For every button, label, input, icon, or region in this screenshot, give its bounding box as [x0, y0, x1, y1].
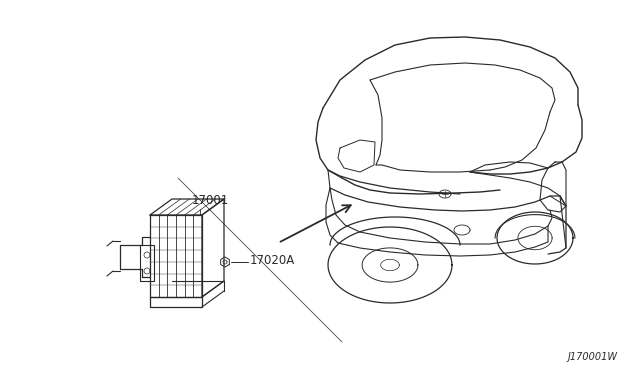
Text: 17001: 17001 — [192, 194, 229, 207]
Text: J170001W: J170001W — [568, 352, 618, 362]
Text: 17020A: 17020A — [250, 253, 295, 266]
